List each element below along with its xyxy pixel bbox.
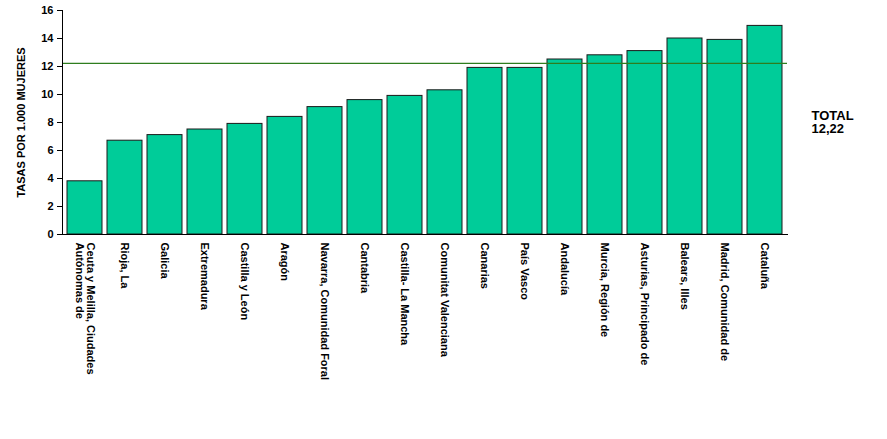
svg-text:TASAS POR 1.000 MUJERES: TASAS POR 1.000 MUJERES xyxy=(15,47,27,197)
svg-text:Cantabria: Cantabria xyxy=(359,243,371,295)
svg-text:16: 16 xyxy=(41,4,53,16)
svg-text:Extremadura: Extremadura xyxy=(199,243,211,311)
svg-text:6: 6 xyxy=(47,144,53,156)
svg-text:8: 8 xyxy=(47,116,53,128)
svg-text:País Vasco: País Vasco xyxy=(519,243,531,301)
svg-text:4: 4 xyxy=(47,172,54,184)
svg-text:Balears, Illes: Balears, Illes xyxy=(679,243,691,310)
svg-text:Canarias: Canarias xyxy=(479,243,491,289)
svg-text:Ceuta y Melilla, CiudadesAutón: Ceuta y Melilla, CiudadesAutónomas de xyxy=(74,243,97,375)
svg-text:Rioja, La: Rioja, La xyxy=(119,243,131,290)
svg-text:0: 0 xyxy=(47,228,53,240)
svg-text:Murcia, Región de: Murcia, Región de xyxy=(599,243,611,338)
svg-text:Cataluña: Cataluña xyxy=(759,243,771,290)
svg-text:14: 14 xyxy=(41,32,54,44)
svg-text:Andalucía: Andalucía xyxy=(559,243,571,296)
svg-text:Galicia: Galicia xyxy=(159,243,171,280)
svg-text:12: 12 xyxy=(41,60,53,72)
svg-text:Aragón: Aragón xyxy=(279,243,291,282)
svg-text:Madrid, Comunidad de: Madrid, Comunidad de xyxy=(719,243,731,362)
svg-text:Castilla- La Mancha: Castilla- La Mancha xyxy=(399,243,411,347)
svg-text:Comunitat Valenciana: Comunitat Valenciana xyxy=(439,243,451,358)
svg-text:Castilla y León: Castilla y León xyxy=(239,243,251,321)
svg-text:10: 10 xyxy=(41,88,53,100)
svg-text:Asturias, Principado de: Asturias, Principado de xyxy=(639,243,651,366)
svg-text:TOTAL12,22: TOTAL12,22 xyxy=(812,108,854,136)
svg-text:2: 2 xyxy=(47,200,53,212)
svg-text:Navarra, Comunidad Foral: Navarra, Comunidad Foral xyxy=(319,243,331,381)
